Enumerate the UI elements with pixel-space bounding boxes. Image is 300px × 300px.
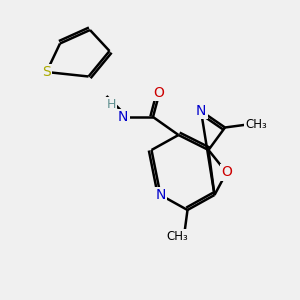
Text: O: O xyxy=(154,86,164,100)
Text: CH₃: CH₃ xyxy=(166,230,188,244)
Text: N: N xyxy=(155,188,166,202)
Text: N: N xyxy=(118,110,128,124)
Text: O: O xyxy=(221,166,232,179)
Text: CH₃: CH₃ xyxy=(246,118,267,131)
Text: H: H xyxy=(106,98,116,112)
Text: S: S xyxy=(42,65,51,79)
Text: N: N xyxy=(196,104,206,118)
